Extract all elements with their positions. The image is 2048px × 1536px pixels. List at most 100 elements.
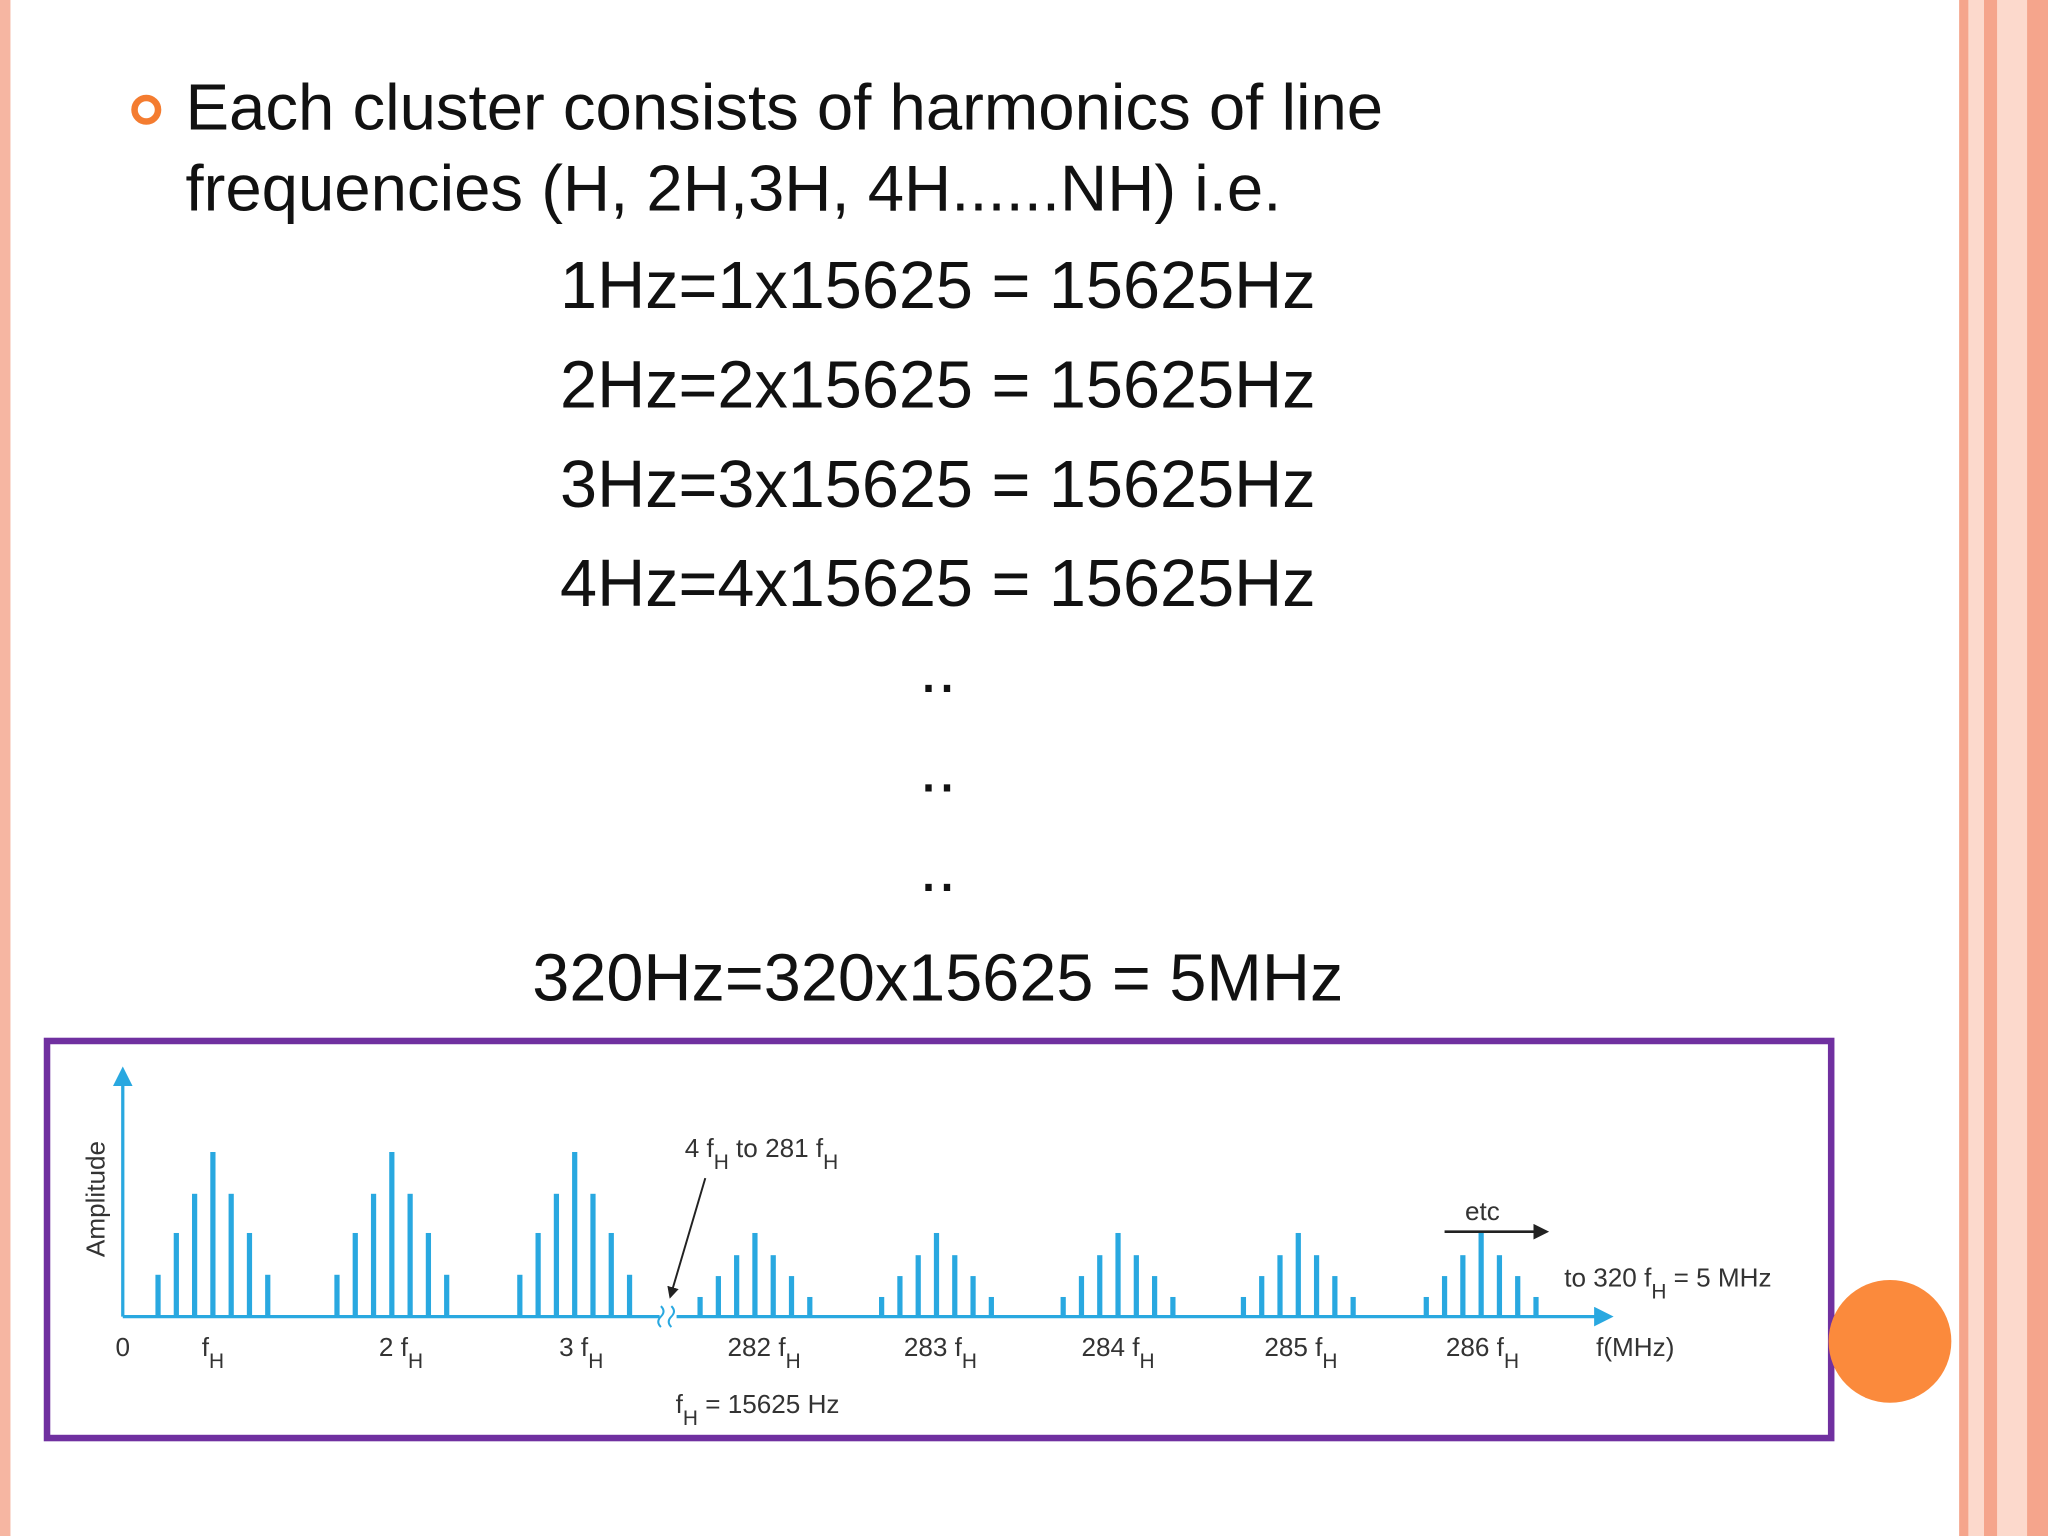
- equation: 1Hz=1x15625 = 15625Hz: [560, 249, 1315, 323]
- spectral-line: [572, 1152, 578, 1317]
- spectral-line: [389, 1152, 395, 1317]
- subscript: H: [408, 1349, 423, 1372]
- x-tick-label: 3 fH: [559, 1332, 603, 1373]
- spectral-line: [1350, 1296, 1356, 1317]
- spectral-line: [1533, 1296, 1539, 1317]
- bullet-line: frequencies (H, 2H,3H, 4H......NH) i.e.: [185, 151, 1281, 224]
- spectral-line: [1060, 1296, 1066, 1317]
- spectral-line: [1496, 1255, 1503, 1317]
- spectral-line: [988, 1296, 994, 1317]
- spectral-line: [1332, 1276, 1338, 1317]
- label-part: 4 f: [685, 1133, 715, 1163]
- x-tick-label: 283 fH: [904, 1332, 977, 1373]
- label-part: to 320 f: [1564, 1263, 1652, 1293]
- x-tick-label: 286 fH: [1446, 1332, 1519, 1373]
- spectral-line: [210, 1152, 216, 1317]
- spectral-line: [1460, 1255, 1466, 1317]
- spectral-line: [933, 1232, 940, 1317]
- x-tick-label: 285 fH: [1264, 1332, 1337, 1373]
- spectral-line: [1441, 1276, 1448, 1317]
- equations: 1Hz=1x15625 = 15625Hz 2Hz=2x15625 = 15625…: [560, 249, 1315, 906]
- x-tick-label: 282 fH: [728, 1332, 801, 1373]
- spectral-line: [1152, 1276, 1158, 1317]
- spectral-line: [608, 1232, 614, 1317]
- label-part: = 5 MHz: [1666, 1263, 1771, 1293]
- label-part: 3 f: [559, 1332, 589, 1362]
- subscript: H: [1140, 1349, 1155, 1372]
- subscript: H: [714, 1151, 729, 1174]
- spectral-line: [155, 1274, 161, 1317]
- spectral-line: [697, 1296, 703, 1317]
- right-stripe: [1959, 0, 1969, 1536]
- spectral-line: [1313, 1255, 1320, 1317]
- spectral-line: [246, 1232, 253, 1317]
- x-tick-label: fH: [202, 1332, 224, 1373]
- subscript: H: [683, 1407, 698, 1430]
- equation: 4Hz=4x15625 = 15625Hz: [560, 547, 1315, 621]
- spectral-line: [1478, 1232, 1484, 1317]
- right-stripe: [1984, 0, 1998, 1536]
- spectral-line: [444, 1274, 450, 1317]
- label-part: f: [676, 1389, 684, 1419]
- footnote: fH = 15625 Hz: [676, 1389, 840, 1430]
- spectral-line: [407, 1193, 413, 1317]
- spectral-line: [715, 1276, 721, 1317]
- spectral-line: [915, 1255, 921, 1317]
- spectral-line: [173, 1232, 179, 1317]
- spectral-line: [1240, 1296, 1247, 1317]
- equation: 3Hz=3x15625 = 15625Hz: [560, 448, 1315, 522]
- spectral-line: [897, 1276, 903, 1317]
- spectral-line: [1097, 1255, 1103, 1317]
- spectral-line: [1259, 1276, 1265, 1317]
- label-part: 282 f: [728, 1332, 787, 1362]
- spectrum-diagram: Amplitude 0 f(MHz) etc fH 2 fH 3 fH 282 fH 2…: [80, 1066, 1772, 1430]
- spectral-line: [1133, 1255, 1139, 1317]
- subscript: H: [588, 1349, 603, 1372]
- axis-break: [657, 1305, 675, 1328]
- y-axis-label: Amplitude: [80, 1141, 110, 1257]
- spectral-line: [370, 1193, 377, 1317]
- spectral-line: [553, 1193, 560, 1317]
- subscript: H: [823, 1151, 838, 1174]
- label-part: 285 f: [1264, 1332, 1323, 1362]
- origin-label: 0: [116, 1332, 131, 1362]
- pointer-arrow: [667, 1177, 707, 1299]
- spectral-line: [334, 1274, 340, 1317]
- spectral-line: [535, 1232, 541, 1317]
- gap-label: 4 fH to 281 fH: [685, 1133, 839, 1174]
- left-border: [0, 0, 11, 1536]
- label-part: 2 f: [379, 1332, 409, 1362]
- end-label: to 320 fH = 5 MHz: [1564, 1263, 1771, 1304]
- label-part: f: [202, 1332, 210, 1362]
- spectral-line: [626, 1274, 633, 1317]
- spectral-line: [1277, 1255, 1283, 1317]
- equation: 2Hz=2x15625 = 15625Hz: [560, 349, 1315, 423]
- etc-label: etc: [1465, 1196, 1500, 1226]
- spectral-line: [970, 1276, 976, 1317]
- spectral-line: [265, 1274, 271, 1317]
- spectral-line: [192, 1193, 198, 1317]
- bullet-line: Each cluster consists of harmonics of li…: [185, 70, 1383, 143]
- subscript: H: [1322, 1349, 1337, 1372]
- spectral-line: [1170, 1296, 1176, 1317]
- spectral-line: [228, 1193, 234, 1317]
- spectral-line: [352, 1232, 358, 1317]
- spectral-line: [1115, 1232, 1121, 1317]
- ellipsis: ..: [919, 832, 956, 906]
- label-part: to 281 f: [729, 1133, 824, 1163]
- final-equation: 320Hz=320x15625 = 5MHz: [532, 941, 1343, 1015]
- x-tick-label: 2 fH: [379, 1332, 423, 1373]
- label-part: 284 f: [1081, 1332, 1140, 1362]
- label-part: 283 f: [904, 1332, 963, 1362]
- right-stripe: [2027, 0, 2048, 1536]
- subscript: H: [209, 1349, 224, 1372]
- bullet-icon: [131, 94, 162, 125]
- subscript: H: [786, 1349, 801, 1372]
- ellipsis: ..: [919, 733, 956, 807]
- spectral-line: [788, 1276, 795, 1317]
- spectral-line: [770, 1255, 776, 1317]
- spectral-line: [1423, 1296, 1429, 1317]
- decor-circle: [1828, 1280, 1952, 1403]
